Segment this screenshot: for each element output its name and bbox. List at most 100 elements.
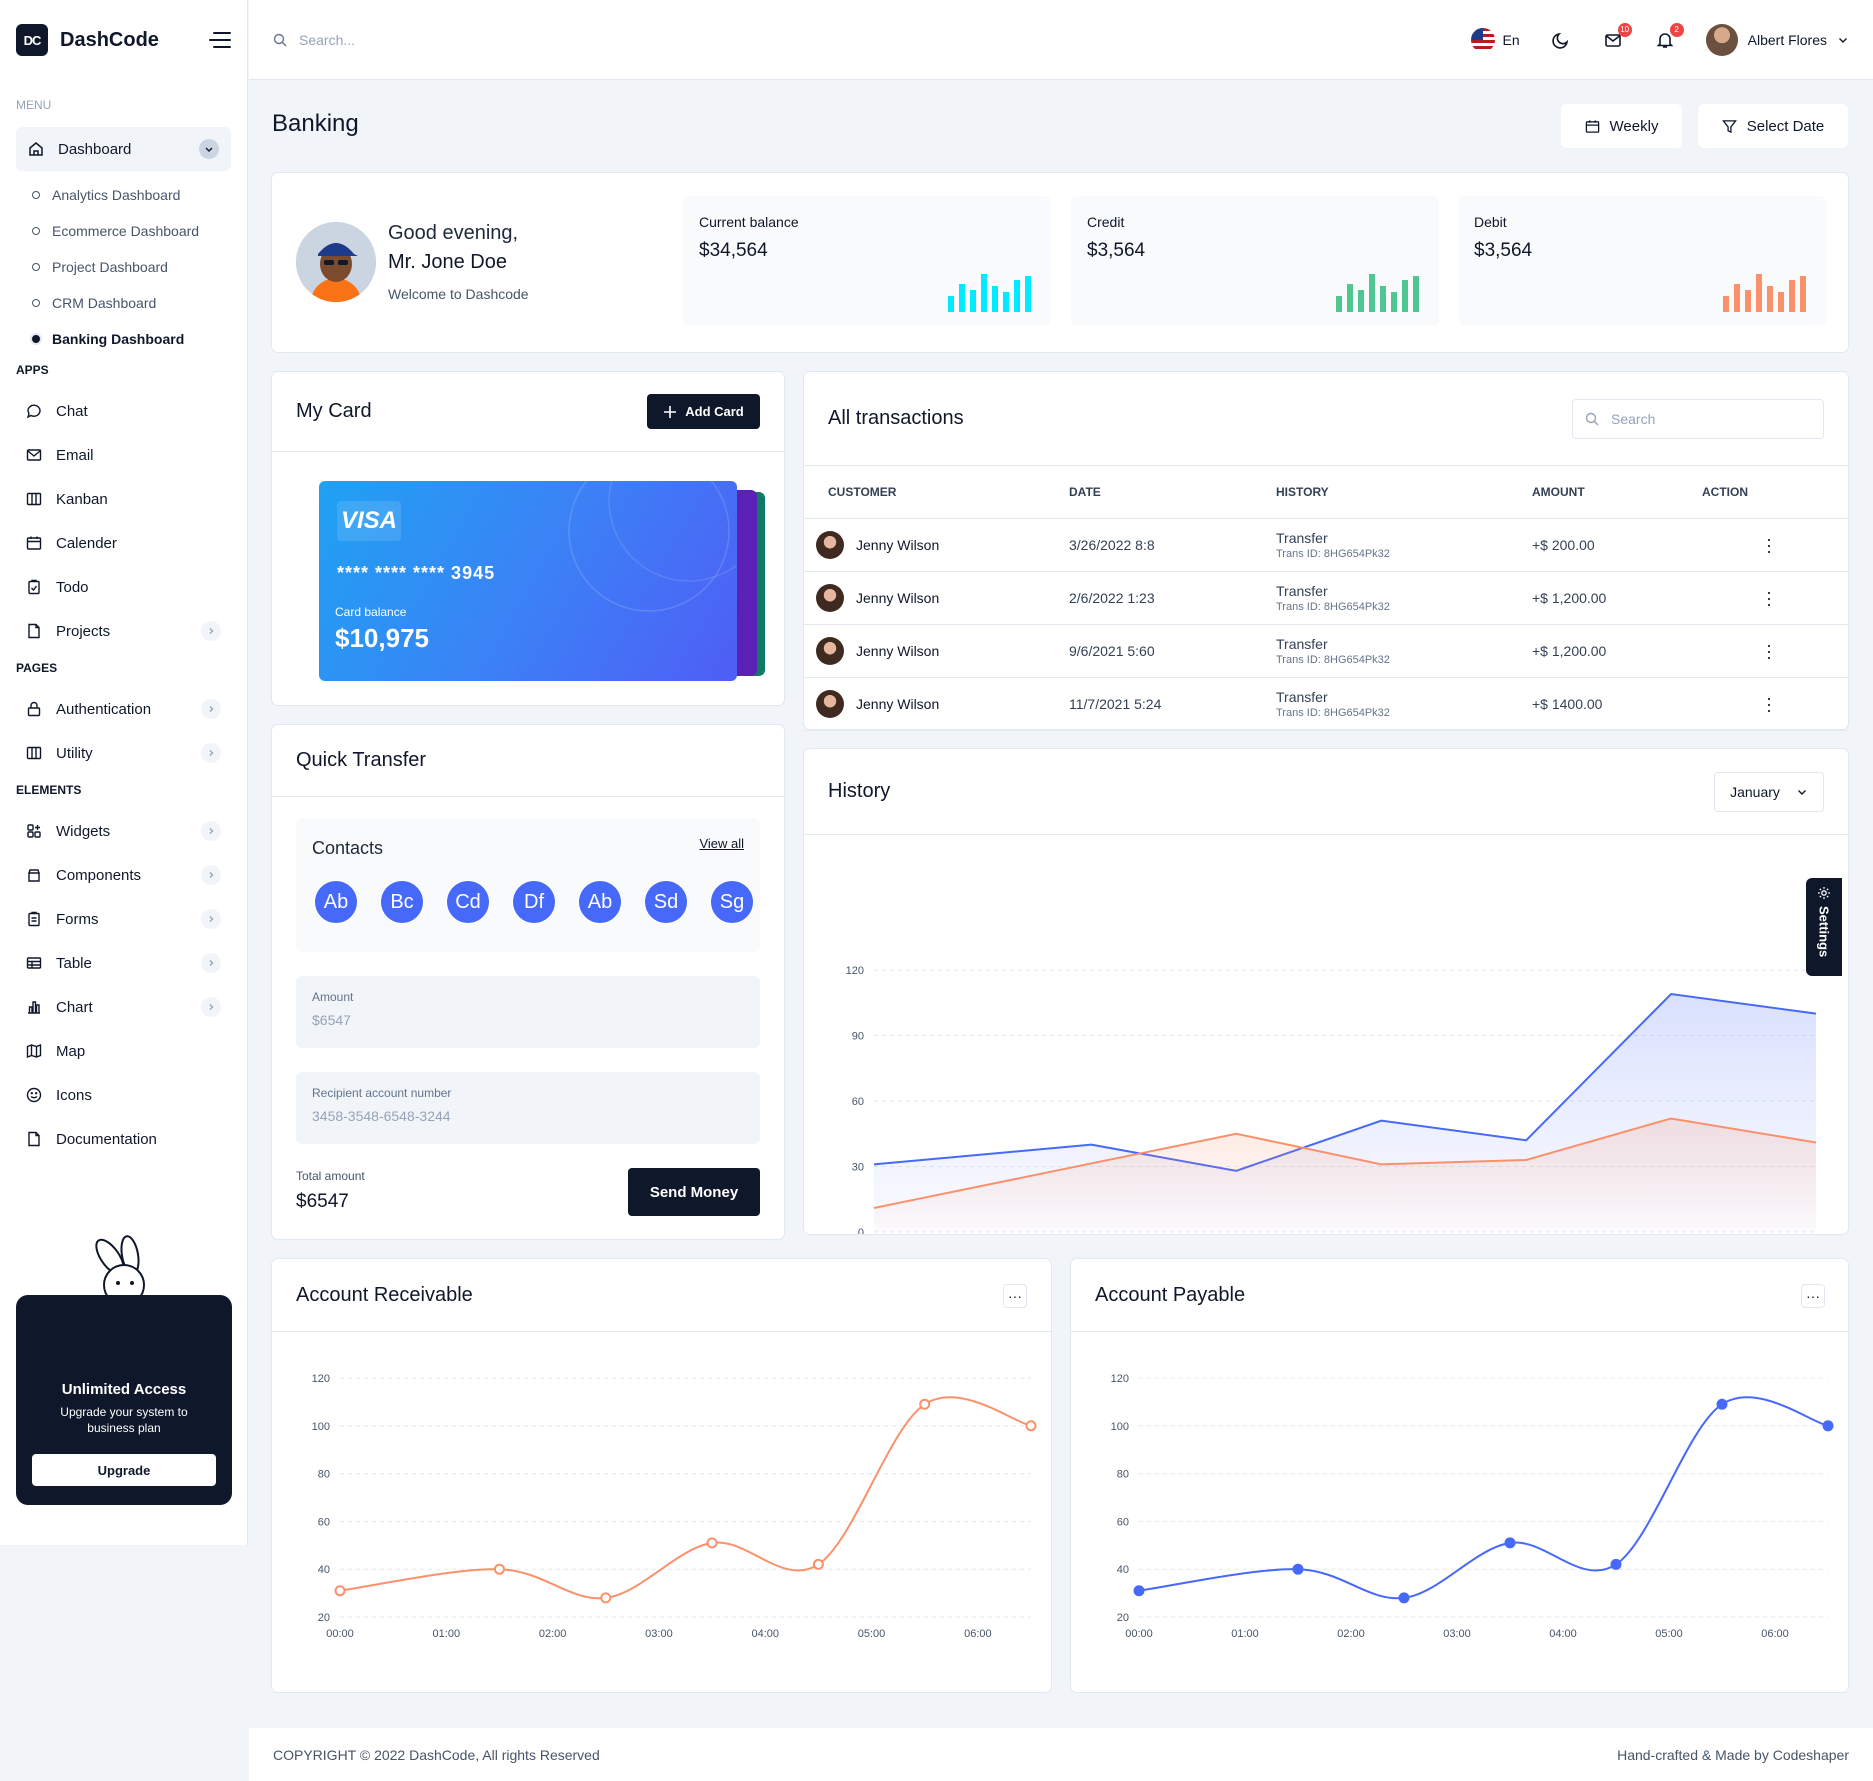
stat-current-balance: Current balance $34,564	[683, 196, 1051, 326]
chevron-down-icon	[199, 139, 219, 159]
more-vertical-icon[interactable]: · · ·	[1766, 528, 1772, 561]
sidebar-item-label: Projects	[56, 622, 111, 640]
more-vertical-icon[interactable]: · · ·	[1766, 687, 1772, 720]
sidebar-item-map[interactable]: Map	[0, 1029, 247, 1073]
sidebar-item-widgets[interactable]: Widgets	[0, 809, 247, 853]
welcome-greeting: Good evening, Mr. Jone Doe Welcome to Da…	[296, 222, 529, 302]
column-header: AMOUNT	[1520, 466, 1690, 519]
transactions-search-input[interactable]: Search	[1572, 398, 1824, 439]
sidebar-subitem-crm[interactable]: CRM Dashboard	[0, 285, 247, 321]
view-all-link[interactable]: View all	[699, 836, 744, 851]
sidebar-item-dashboard[interactable]: Dashboard	[16, 127, 231, 171]
chevron-right-icon	[201, 997, 221, 1017]
amount-field[interactable]: Amount $6547	[296, 976, 760, 1048]
global-search[interactable]: Search...	[273, 32, 355, 48]
contact-avatar[interactable]: Sd	[644, 880, 688, 924]
sidebar-subitem-project[interactable]: Project Dashboard	[0, 249, 247, 285]
contact-avatar[interactable]: Df	[512, 880, 556, 924]
sidebar-item-chat[interactable]: Chat	[0, 389, 247, 433]
select-date-button[interactable]: Select Date	[1698, 104, 1848, 148]
sidebar-item-label: Forms	[56, 910, 99, 928]
sidebar-item-chart[interactable]: Chart	[0, 985, 247, 1029]
more-horizontal-icon[interactable]: ···	[1003, 1284, 1027, 1308]
brand-name: DashCode	[60, 28, 159, 51]
account-payable-title: Account Payable	[1095, 1283, 1246, 1306]
y-tick-label: 80	[318, 1469, 330, 1481]
data-point	[1133, 1585, 1145, 1597]
menu-toggle-icon[interactable]	[209, 32, 231, 48]
weekly-button[interactable]: Weekly	[1561, 104, 1682, 148]
sidebar-item-authentication[interactable]: Authentication	[0, 687, 247, 731]
settings-label: Settings	[1816, 906, 1832, 958]
customer-name: Jenny Wilson	[856, 695, 940, 712]
table-row: Jenny Wilson 9/6/2021 5:60 Transfer Trans…	[804, 624, 1848, 678]
contact-avatar[interactable]: Sg	[710, 880, 754, 924]
x-tick-label: 01:00	[433, 1628, 461, 1640]
month-select[interactable]: January	[1714, 771, 1824, 812]
contact-avatar[interactable]: Bc	[380, 880, 424, 924]
map-icon	[26, 1043, 42, 1059]
mail-button[interactable]: 10	[1602, 22, 1632, 51]
sidebar-item-email[interactable]: Email	[0, 433, 247, 477]
sidebar-item-label: Authentication	[56, 700, 152, 718]
credit-card[interactable]: VISA **** **** **** 3945 Card balance $1…	[319, 481, 737, 681]
sidebar-item-calender[interactable]: Calender	[0, 521, 247, 565]
send-money-button[interactable]: Send Money	[628, 1168, 760, 1216]
sidebar-item-label: Components	[56, 866, 142, 884]
sidebar-item-table[interactable]: Table	[0, 941, 247, 985]
sidebar-subitem-banking[interactable]: Banking Dashboard	[0, 321, 247, 357]
notification-button[interactable]: 2	[1654, 22, 1684, 51]
data-point	[919, 1398, 931, 1410]
recipient-value: 3458-3548-6548-3244	[312, 1108, 451, 1124]
smile-icon	[26, 1087, 42, 1103]
more-vertical-icon[interactable]: · · ·	[1766, 581, 1772, 614]
data-point	[493, 1563, 505, 1575]
sidebar-item-label: Email	[56, 446, 94, 464]
stat-credit: Credit $3,564	[1071, 196, 1439, 326]
select-date-label: Select Date	[1746, 117, 1825, 135]
settings-tab[interactable]: Settings	[1806, 878, 1842, 976]
sidebar-subitem-analytics[interactable]: Analytics Dashboard	[0, 177, 247, 213]
sidebar-item-kanban[interactable]: Kanban	[0, 477, 247, 521]
language-selector[interactable]: En	[1470, 27, 1520, 52]
mail-count-badge: 10	[1617, 22, 1632, 37]
sidebar-item-label: Chat	[56, 402, 88, 420]
sidebar-item-todo[interactable]: Todo	[0, 565, 247, 609]
upgrade-text: Upgrade your system to business plan	[60, 1405, 188, 1435]
column-header: DATE	[1057, 466, 1264, 519]
sidebar-item-utility[interactable]: Utility	[0, 731, 247, 775]
data-point	[1398, 1592, 1410, 1604]
y-tick-label: 100	[1111, 1421, 1129, 1433]
sidebar-item-projects[interactable]: Projects	[0, 609, 247, 653]
more-vertical-icon[interactable]: · · ·	[1766, 634, 1772, 667]
sidebar-item-forms[interactable]: Forms	[0, 897, 247, 941]
search-placeholder: Search...	[299, 31, 356, 48]
sidebar-subitem-ecommerce[interactable]: Ecommerce Dashboard	[0, 213, 247, 249]
series-line	[873, 992, 1817, 1172]
apps-section-label: APPS	[16, 363, 49, 377]
bullet-icon	[32, 335, 40, 343]
total-amount-label: Total amount	[296, 1169, 365, 1183]
transaction-amount: +$ 1,200.00	[1520, 624, 1690, 678]
footer: COPYRIGHT © 2022 DashCode, All rights Re…	[249, 1728, 1873, 1781]
contact-avatar[interactable]: Ab	[314, 880, 358, 924]
bullet-icon	[32, 263, 40, 271]
data-point	[812, 1558, 824, 1570]
document-icon	[26, 1131, 42, 1147]
sidebar-item-components[interactable]: Components	[0, 853, 247, 897]
more-horizontal-icon[interactable]: ···	[1801, 1284, 1825, 1308]
upgrade-button[interactable]: Upgrade	[32, 1454, 216, 1486]
contact-avatar[interactable]: Cd	[446, 880, 490, 924]
columns-icon	[26, 491, 42, 507]
menu-section-label: MENU	[16, 98, 52, 112]
user-menu[interactable]: Albert Flores	[1705, 23, 1849, 56]
add-card-button[interactable]: Add Card	[647, 394, 760, 429]
recipient-account-field[interactable]: Recipient account number 3458-3548-6548-…	[296, 1072, 760, 1144]
sidebar-item-documentation[interactable]: Documentation	[0, 1117, 247, 1161]
transactions-title: All transactions	[828, 407, 964, 429]
sidebar-item-icons[interactable]: Icons	[0, 1073, 247, 1117]
stat-label: Credit	[1087, 214, 1125, 230]
dark-mode-toggle[interactable]	[1550, 29, 1572, 51]
contact-avatar[interactable]: Ab	[578, 880, 622, 924]
brand[interactable]: DC DashCode	[0, 0, 247, 80]
